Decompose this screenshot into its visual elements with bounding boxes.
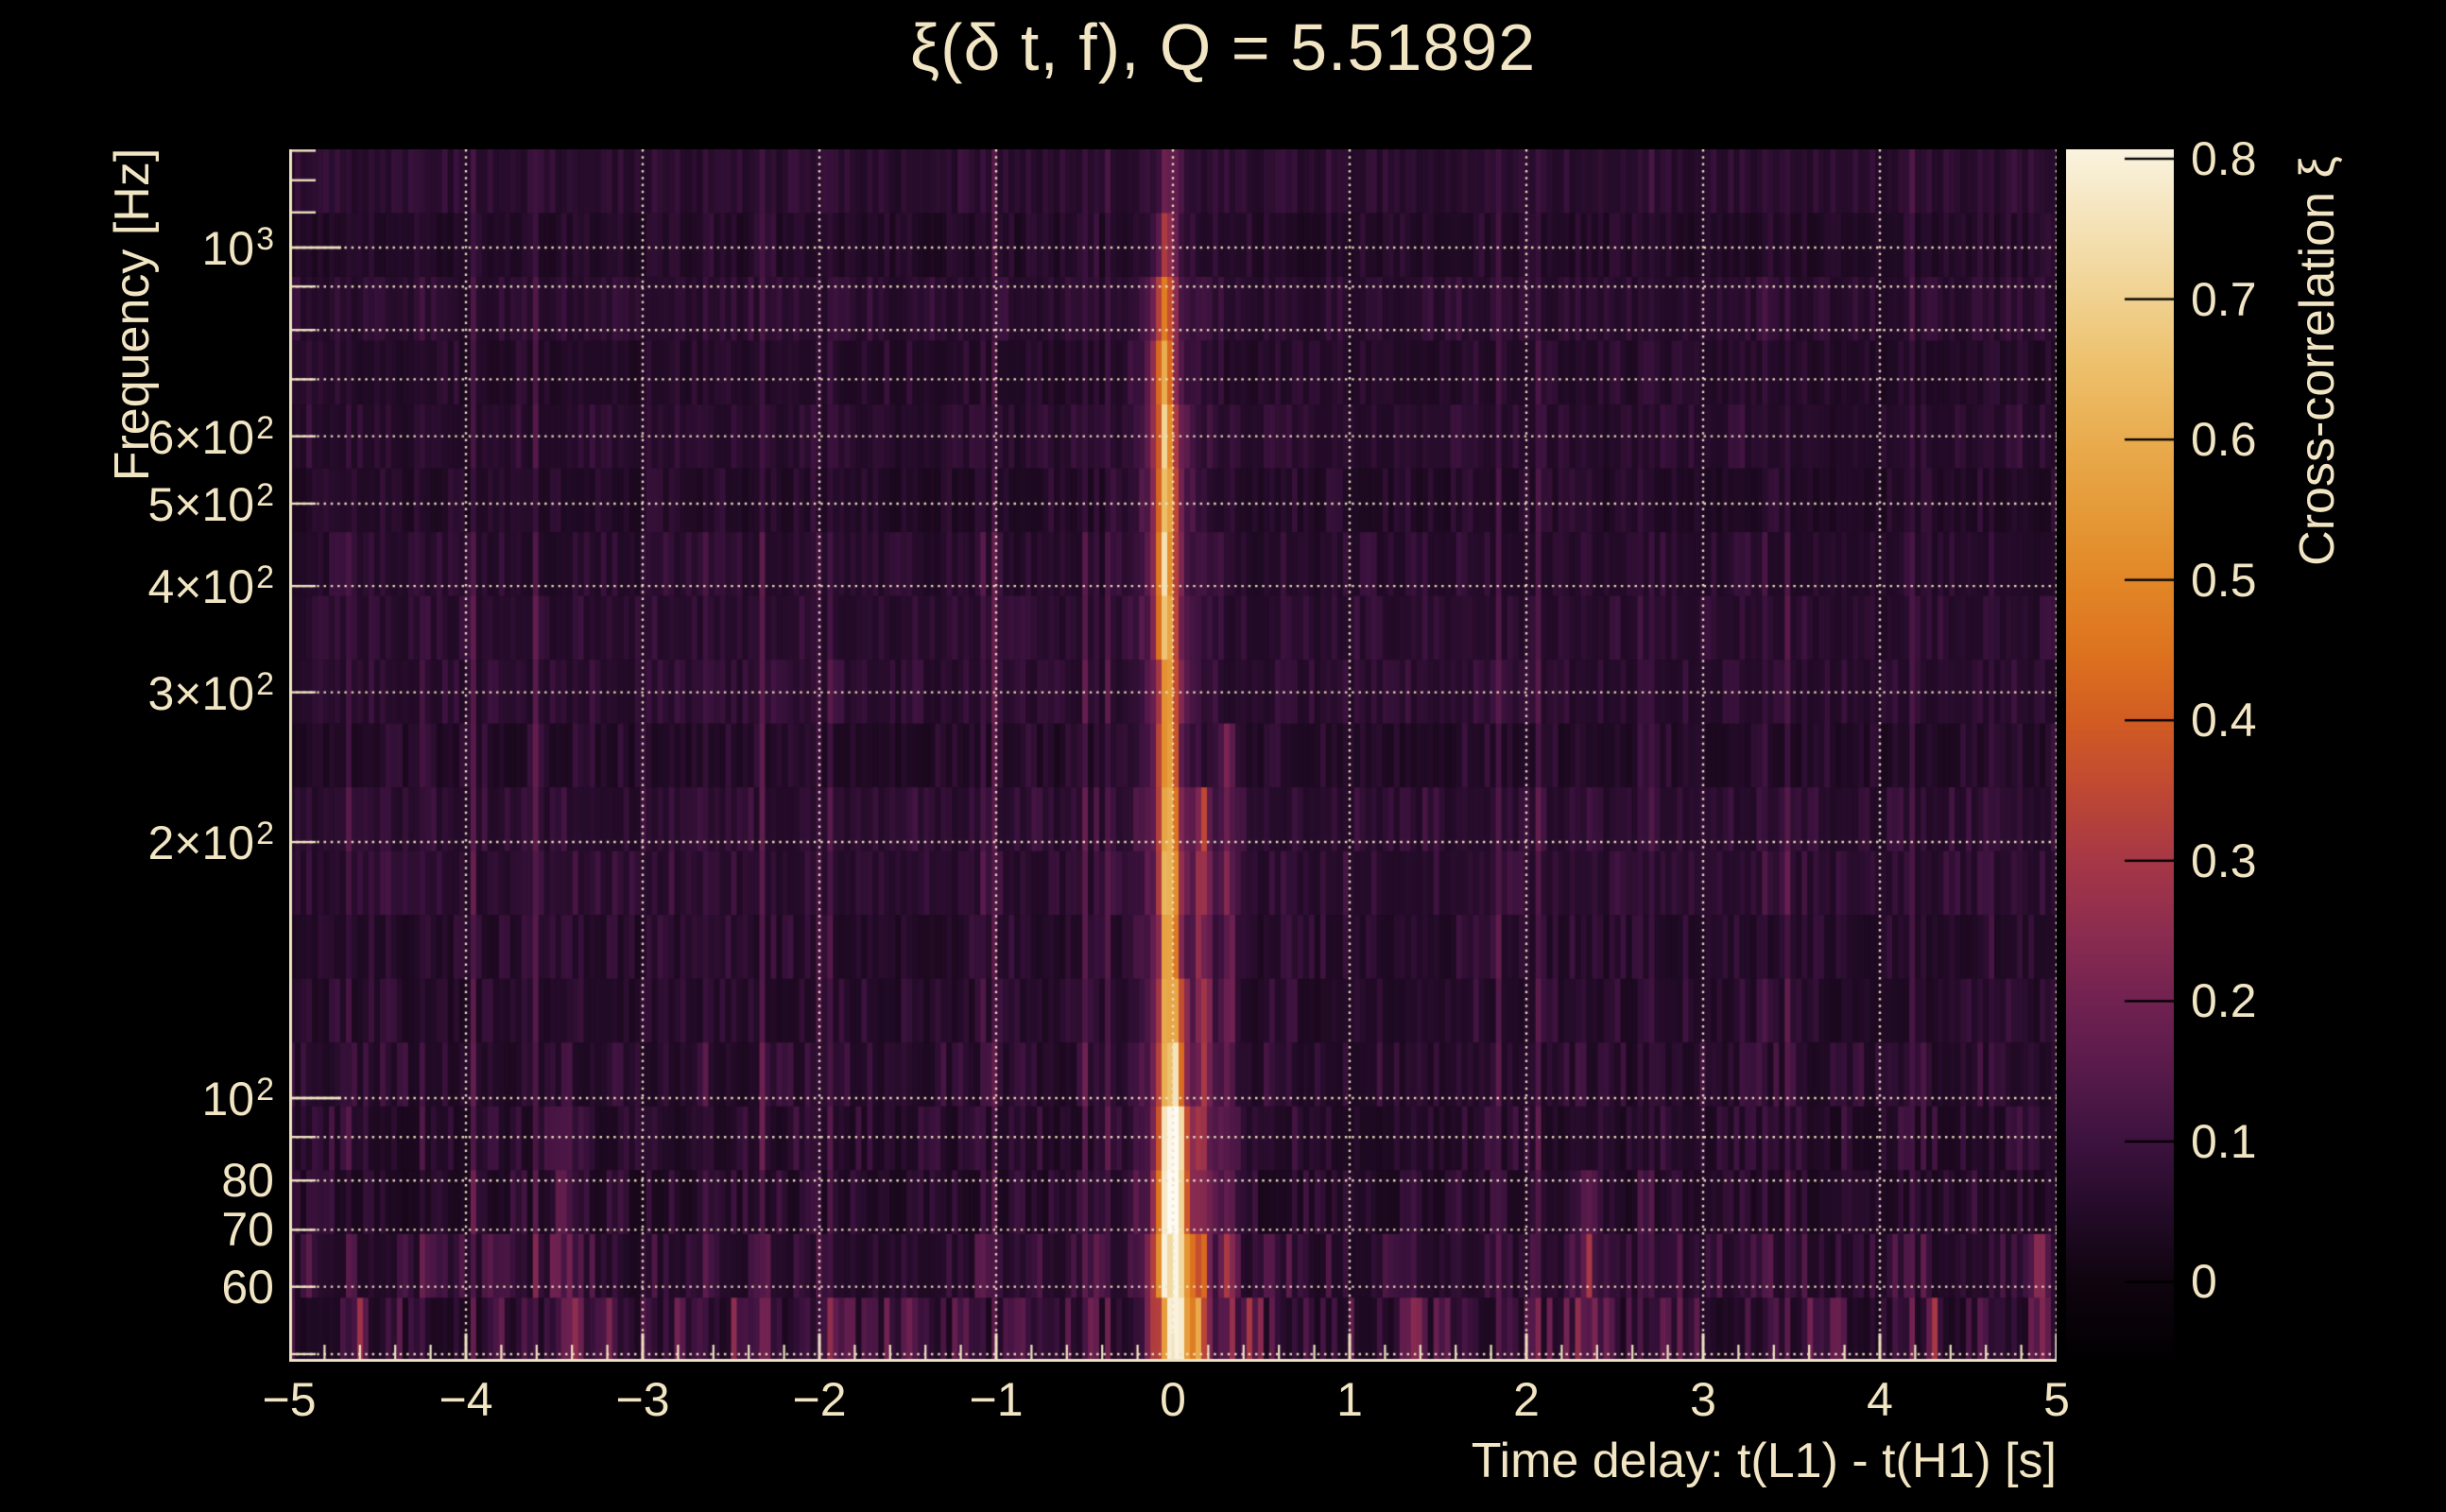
y-tick-label: 4×102 xyxy=(147,559,274,613)
x-tick-label: 5 xyxy=(2043,1373,2070,1426)
colorbar-tick-label: 0.2 xyxy=(2191,974,2257,1028)
x-tick-label: 1 xyxy=(1336,1373,1363,1426)
colorbar-title: Cross-correlation ξ xyxy=(2290,156,2345,566)
x-tick-label: 2 xyxy=(1513,1373,1540,1426)
x-tick-label: −3 xyxy=(615,1373,670,1426)
y-tick-label: 5×102 xyxy=(147,477,274,531)
colorbar-tick-label: 0 xyxy=(2191,1255,2217,1309)
colorbar-canvas xyxy=(2066,149,2174,1362)
x-tick-label: 0 xyxy=(1160,1373,1186,1426)
y-tick-label: 3×102 xyxy=(147,665,274,720)
x-axis-title: Time delay: t(L1) - t(H1) [s] xyxy=(1471,1434,2057,1488)
x-tick-label: −1 xyxy=(969,1373,1024,1426)
colorbar-tick-label: 0.3 xyxy=(2191,833,2257,887)
plot-title: ξ(δ t, f), Q = 5.51892 xyxy=(909,10,1537,84)
colorbar-tick-label: 0.8 xyxy=(2191,132,2257,185)
y-tick-label: 2×102 xyxy=(147,816,274,869)
colorbar-tick-label: 0.1 xyxy=(2191,1114,2257,1168)
colorbar-tick-label: 0.7 xyxy=(2191,272,2257,326)
x-tick-label: −2 xyxy=(792,1373,847,1426)
heatmap-canvas xyxy=(289,149,2057,1362)
colorbar-tick-label: 0.4 xyxy=(2191,694,2257,747)
x-tick-label: 3 xyxy=(1690,1373,1716,1426)
x-tick-label: 4 xyxy=(1867,1373,1893,1426)
y-tick-label: 6×102 xyxy=(147,409,274,464)
y-tick-label: 70 xyxy=(221,1203,274,1257)
colorbar-tick-label: 0.6 xyxy=(2191,413,2257,467)
colorbar-tick-label: 0.5 xyxy=(2191,553,2257,607)
x-tick-label: −4 xyxy=(439,1373,493,1426)
y-tick-label: 80 xyxy=(221,1154,274,1208)
y-tick-label: 103 xyxy=(201,221,274,275)
y-tick-label: 102 xyxy=(201,1072,274,1125)
x-tick-label: −5 xyxy=(262,1373,317,1426)
y-tick-label: 60 xyxy=(221,1260,274,1314)
